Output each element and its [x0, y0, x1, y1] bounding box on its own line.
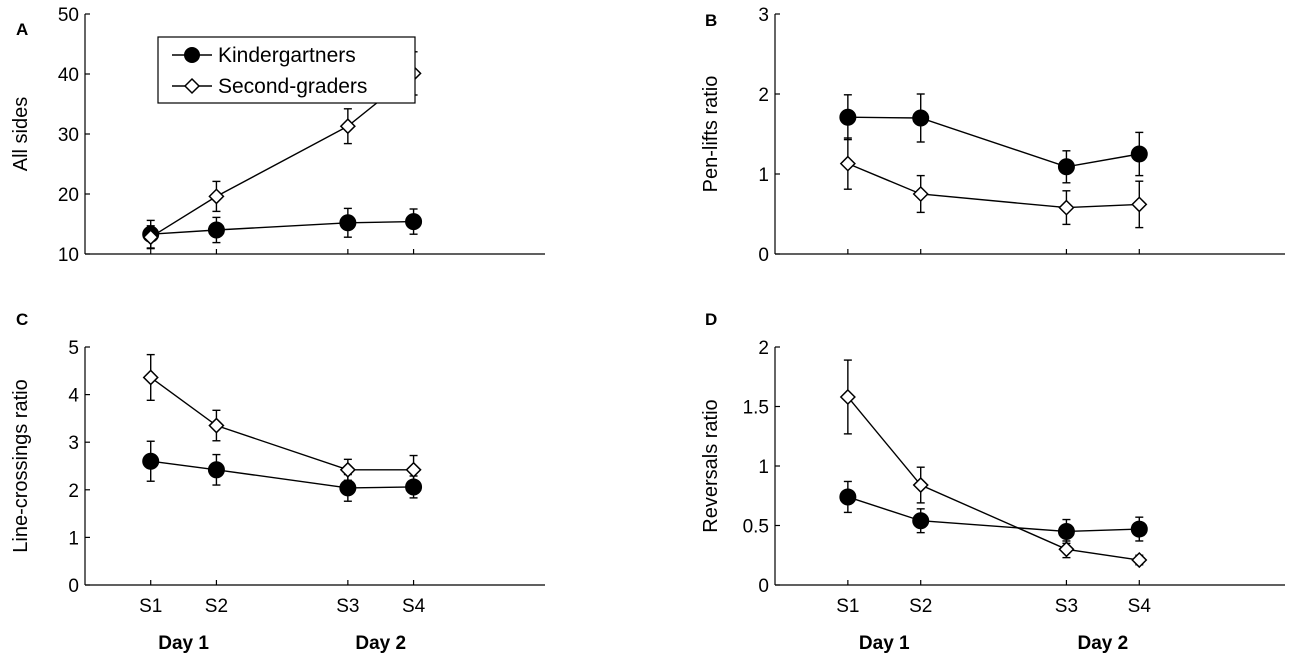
series-kindergartners	[839, 93, 1148, 184]
data-point	[339, 479, 357, 497]
data-point	[339, 461, 356, 478]
data-point	[1130, 520, 1148, 538]
panel-letter: C	[16, 310, 28, 329]
y-tick-label: 0	[758, 245, 769, 266]
y-tick-label: 30	[58, 125, 79, 146]
day-label: Day 1	[859, 633, 910, 654]
y-tick-label: 1	[68, 528, 79, 549]
data-point	[207, 221, 225, 239]
data-point	[1131, 551, 1148, 569]
y-tick-label: 4	[68, 386, 79, 407]
panel-a: A 10 20 30 40 50 All sides Kindergartners Second…	[10, 5, 545, 266]
panel-d: D 0 0.5 1 1.5 2 S1 S2 S3 S4 Day 1 Day 2 Reversals ra…	[700, 310, 1285, 654]
y-tick-label: 1	[758, 165, 769, 186]
series-line	[150, 376, 414, 471]
data-point	[1130, 145, 1148, 163]
data-point	[207, 461, 225, 479]
y-axis-title: All sides	[10, 97, 32, 171]
series-second-graders	[839, 359, 1148, 569]
y-tick-label: 0.5	[743, 517, 769, 538]
data-point	[142, 229, 159, 246]
x-tick-label: S4	[1128, 596, 1152, 617]
data-point	[405, 461, 422, 478]
series-kindergartners	[839, 480, 1148, 545]
data-point	[339, 118, 356, 135]
data-point	[1058, 199, 1075, 216]
y-tick-label: 10	[58, 245, 79, 266]
y-tick-label: 2	[758, 85, 769, 106]
x-tick-label: S3	[336, 596, 359, 617]
data-point	[912, 109, 930, 127]
legend-label: Kindergartners	[218, 44, 356, 67]
y-axis-title: Pen-lifts ratio	[700, 76, 722, 193]
series-kindergartners	[142, 207, 423, 249]
legend-box	[157, 36, 416, 104]
x-tick-label: S1	[836, 596, 859, 617]
y-tick-label: 1.5	[743, 398, 769, 419]
legend-marker	[183, 77, 201, 95]
panel-c: C 0 1 2 3 4 5 S1 S2 S3 S4 Day 1 Day 2 Line-crossings …	[10, 310, 545, 654]
data-point	[912, 476, 929, 494]
y-axis-title: Line-crossings ratio	[10, 379, 32, 552]
y-tick-label: 20	[58, 185, 79, 206]
series-line	[150, 460, 414, 489]
x-tick-label: S1	[139, 596, 162, 617]
y-tick-label: 3	[68, 433, 79, 454]
data-point	[405, 213, 423, 231]
data-point	[912, 185, 929, 203]
legend-label: Second-graders	[218, 75, 367, 98]
x-tick-label: S4	[402, 596, 426, 617]
series-line	[847, 116, 1140, 168]
y-tick-label: 1	[758, 457, 769, 478]
day-label: Day 2	[1078, 633, 1129, 654]
x-tick-label: S2	[205, 596, 228, 617]
data-point	[339, 214, 357, 232]
data-point	[839, 108, 857, 126]
series-line	[847, 396, 1140, 561]
panel-letter: D	[705, 310, 717, 329]
x-tick-label: S3	[1055, 596, 1078, 617]
series-second-graders	[839, 137, 1148, 229]
x-tick-label: S2	[909, 596, 932, 617]
data-point	[1058, 541, 1075, 558]
y-tick-label: 0	[758, 576, 769, 597]
series-line	[847, 162, 1140, 209]
series-line	[150, 220, 414, 235]
series-second-graders	[142, 353, 422, 485]
y-tick-label: 0	[68, 576, 79, 597]
panel-letter: A	[16, 20, 28, 39]
y-tick-label: 2	[758, 338, 769, 359]
data-point	[208, 417, 225, 434]
y-tick-label: 40	[58, 65, 79, 86]
data-point	[142, 452, 160, 470]
legend-marker	[184, 47, 200, 63]
panel-letter: B	[705, 11, 717, 30]
panel-b: B 0 1 2 3 Pen-lifts ratio	[700, 5, 1285, 266]
data-point	[1057, 158, 1075, 176]
data-point	[208, 188, 225, 205]
legend: Kindergartners Second-graders	[157, 36, 416, 104]
data-point	[839, 488, 857, 506]
day-label: Day 2	[355, 633, 406, 654]
data-point	[1131, 196, 1148, 213]
data-point	[839, 388, 856, 406]
y-tick-label: 5	[68, 338, 79, 359]
series-kindergartners	[142, 440, 423, 502]
data-point	[839, 155, 856, 172]
y-tick-label: 50	[58, 5, 79, 26]
data-point	[142, 369, 159, 386]
y-tick-label: 3	[758, 5, 769, 26]
data-point	[912, 512, 930, 530]
day-label: Day 1	[158, 633, 209, 654]
series-line	[847, 496, 1140, 533]
data-point	[1057, 522, 1075, 540]
y-tick-label: 2	[68, 481, 79, 502]
y-axis-title: Reversals ratio	[700, 399, 722, 532]
